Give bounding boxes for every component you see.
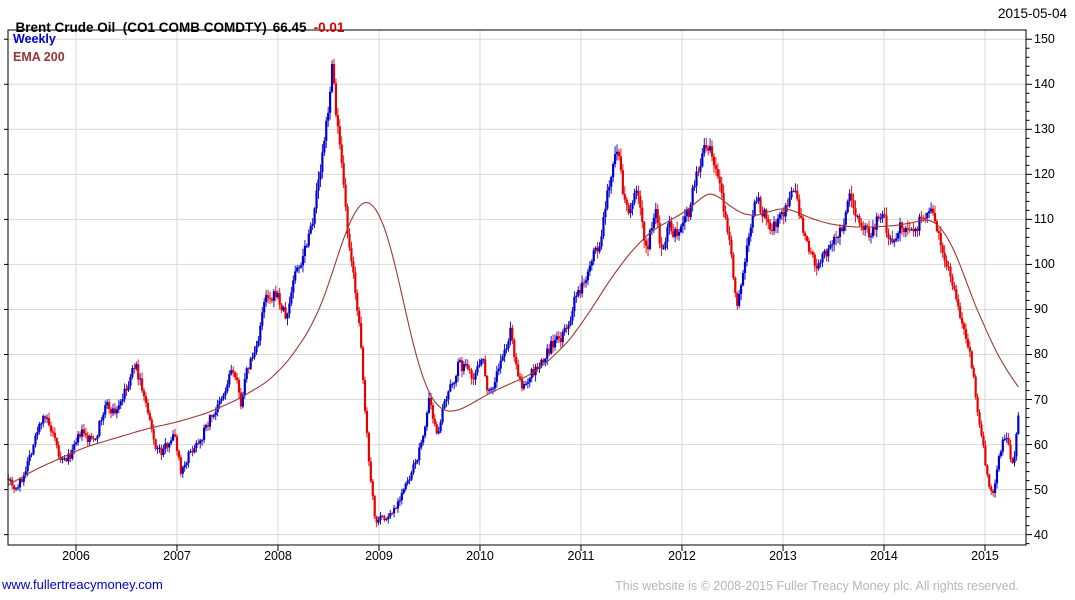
- legend-ema: EMA 200: [13, 50, 65, 64]
- y-axis-label: 50: [1034, 482, 1048, 497]
- x-axis-label: 2013: [769, 549, 797, 563]
- x-axis-label: 2010: [466, 549, 494, 563]
- site-link[interactable]: www.fullertreacymoney.com: [2, 577, 163, 592]
- x-axis-label: 2011: [567, 549, 595, 563]
- x-axis-label: 2007: [163, 549, 191, 563]
- y-axis-label: 80: [1034, 347, 1048, 362]
- title-price: 66.45: [272, 20, 307, 35]
- x-axis-label: 2006: [62, 549, 90, 563]
- title-name: Brent Crude Oil (CO1 COMB COMDTY): [15, 20, 267, 35]
- title-change: -0.01: [313, 20, 345, 35]
- chart-title: Brent Crude Oil (CO1 COMB COMDTY) 66.45 -0…: [8, 5, 345, 35]
- y-axis-label: 60: [1034, 437, 1048, 452]
- chart-date: 2015-05-04: [997, 6, 1067, 21]
- y-axis-label: 150: [1034, 32, 1055, 47]
- y-axis-label: 70: [1034, 392, 1048, 407]
- y-axis-label: 120: [1034, 167, 1055, 182]
- x-axis-label: 2015: [971, 549, 999, 563]
- x-axis-label: 2012: [668, 549, 696, 563]
- y-axis-label: 140: [1034, 77, 1055, 92]
- y-axis-label: 130: [1034, 122, 1055, 137]
- x-axis-label: 2008: [264, 549, 292, 563]
- x-axis-label: 2009: [365, 549, 393, 563]
- legend-weekly: Weekly: [13, 32, 56, 46]
- copyright-text: This website is © 2008-2015 Fuller Treac…: [615, 579, 1019, 593]
- y-axis-label: 40: [1034, 527, 1048, 542]
- x-axis-label: 2014: [870, 549, 898, 563]
- y-axis-label: 110: [1034, 212, 1054, 227]
- y-axis-label: 100: [1034, 257, 1055, 272]
- y-axis-label: 90: [1034, 302, 1048, 317]
